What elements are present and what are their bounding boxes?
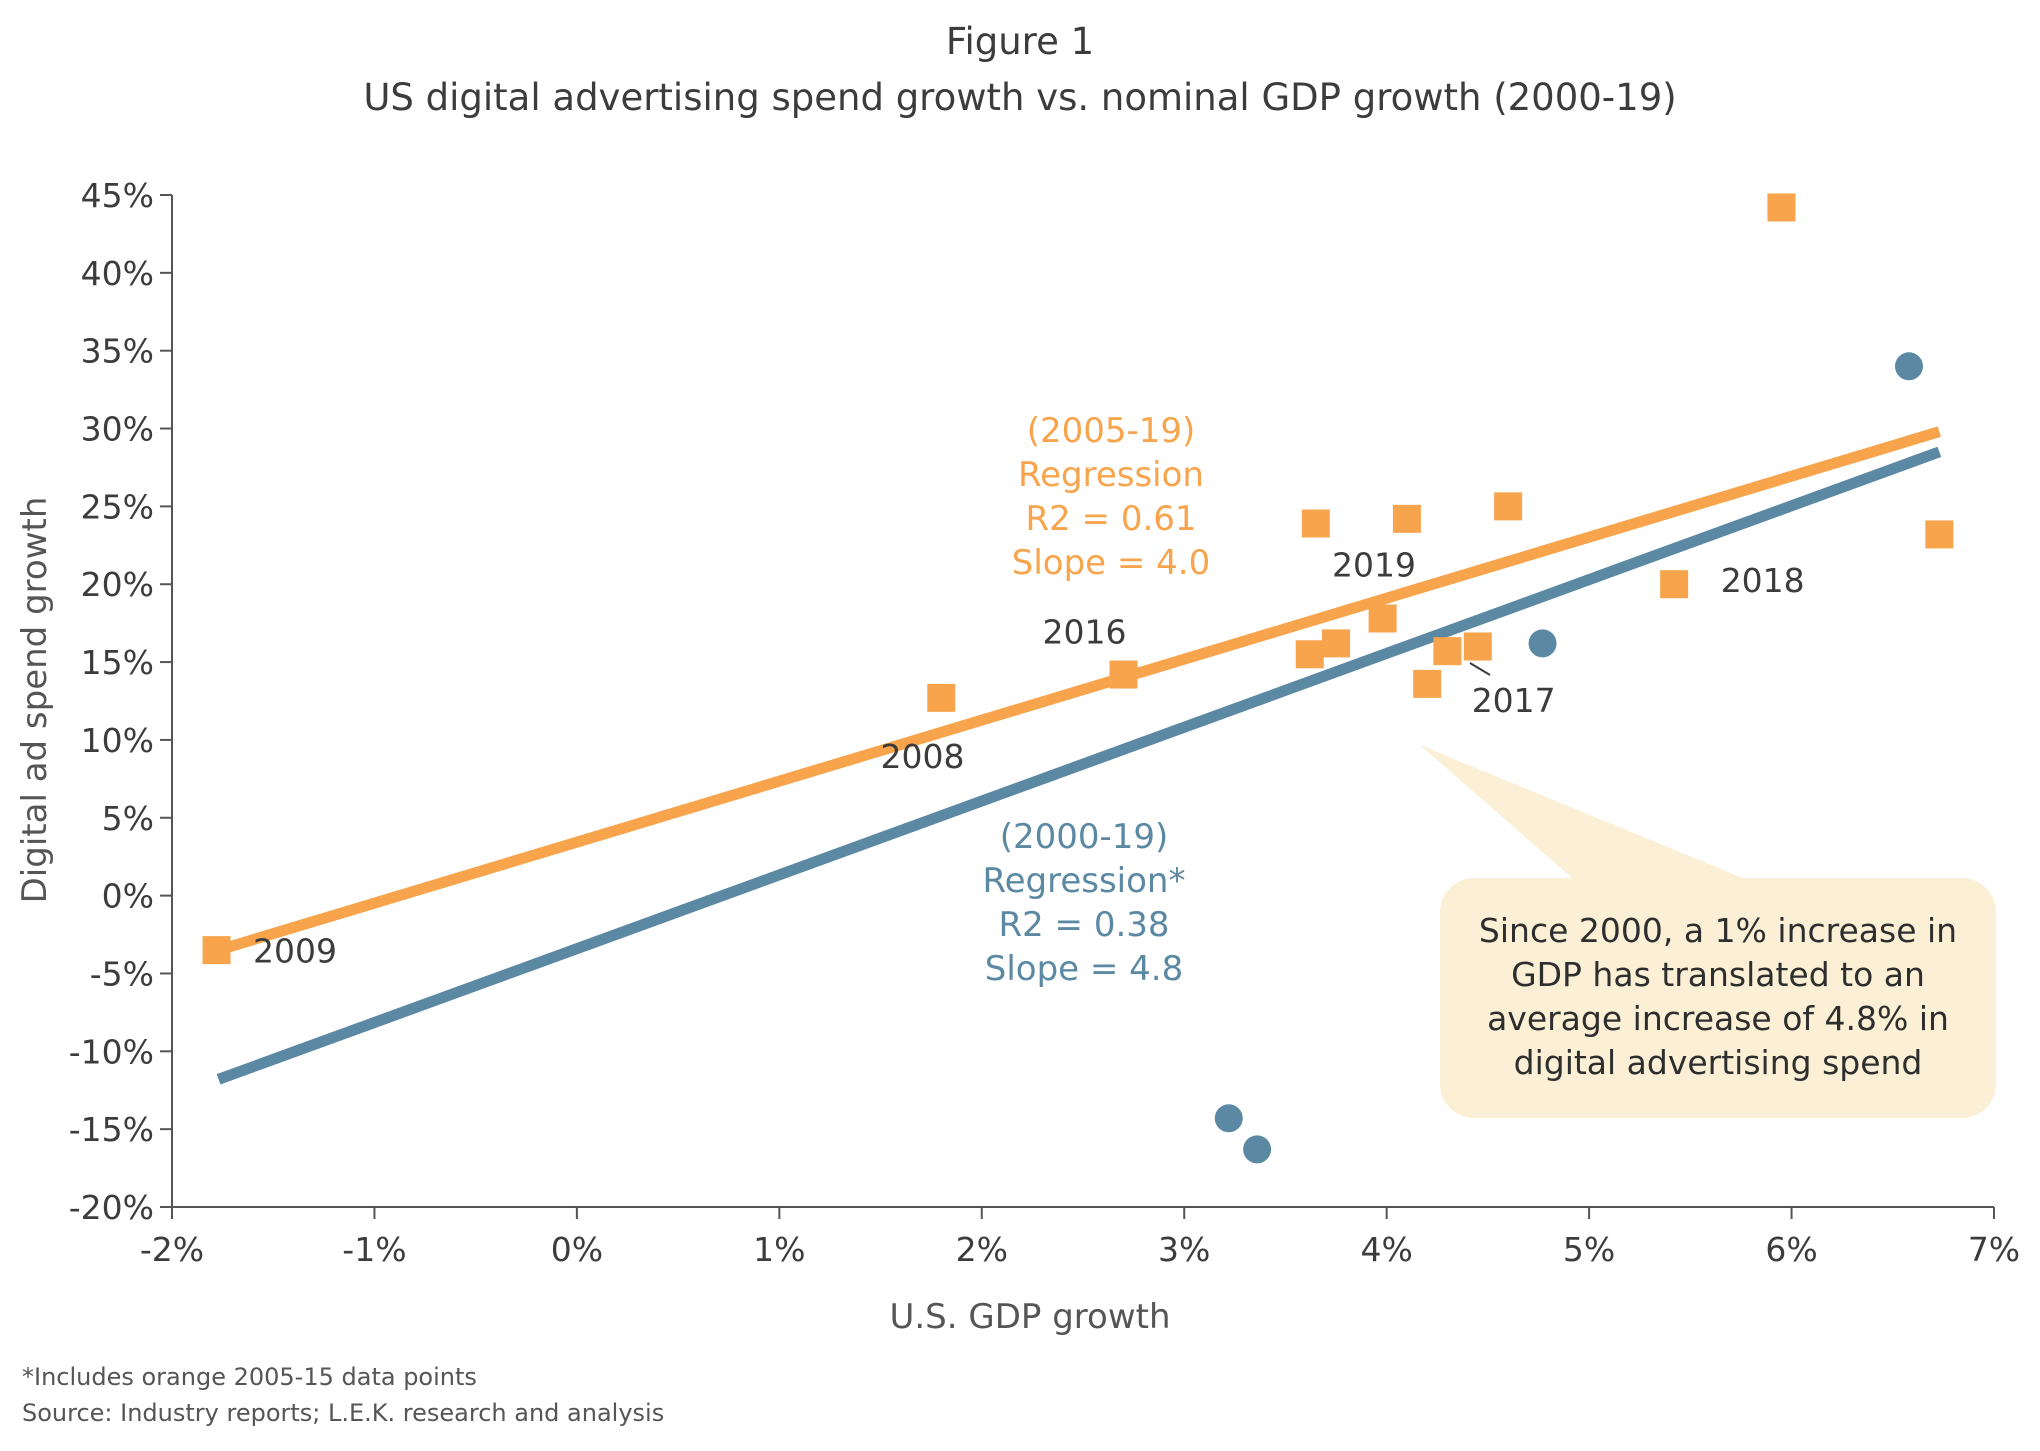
square-data-point	[1109, 660, 1138, 689]
x-tick-label: 6%	[1765, 1230, 1817, 1269]
axes: -20% -15% -10% -5% 0% 5% 10% 15% 20% 25% 30% 35% 40%…	[69, 176, 2020, 1269]
square-data-point	[1767, 193, 1796, 222]
x-tick-label: 7%	[1968, 1230, 2020, 1269]
leader-line-2017	[1469, 662, 1491, 676]
y-tick-label: 30%	[81, 410, 154, 449]
square-data-point	[1433, 637, 1462, 666]
callout-line-2: GDP has translated to an	[1511, 955, 1925, 994]
x-tick-label: 0%	[551, 1230, 603, 1269]
blue-regression-line	[216, 446, 1942, 1085]
footnote-1: *Includes orange 2005-15 data points	[22, 1363, 477, 1391]
square-data-point	[1463, 632, 1492, 661]
callout-box: Since 2000, a 1% increase in GDP has tra…	[1420, 745, 1996, 1118]
year-label-2009: 2009	[253, 932, 337, 971]
x-tick-label: 5%	[1563, 1230, 1615, 1269]
orange-regression-annotation: (2005-19) Regression R2 = 0.61 Slope = 4…	[1012, 411, 1211, 583]
square-data-point	[927, 683, 956, 712]
y-tick-label: 40%	[81, 254, 154, 293]
callout-background	[1440, 878, 1996, 1118]
y-tick-label: 25%	[81, 487, 154, 526]
y-tick-label: 15%	[81, 643, 154, 682]
blue-regression-line-3: R2 = 0.38	[998, 905, 1169, 945]
x-tick-label: 2%	[956, 1230, 1008, 1269]
y-tick-label: -5%	[90, 954, 154, 993]
callout-pointer	[1420, 745, 1760, 885]
orange-regression-line-1: (2005-19)	[1027, 411, 1196, 451]
square-data-point	[202, 936, 231, 965]
orange-regression-line-4: Slope = 4.0	[1012, 543, 1211, 583]
data-points	[202, 193, 1954, 1164]
square-data-point	[1494, 492, 1523, 521]
year-label-2018: 2018	[1721, 561, 1805, 600]
orange-regression-line-3: R2 = 0.61	[1025, 499, 1196, 539]
callout-line-4: digital advertising spend	[1514, 1043, 1923, 1082]
year-label-2016: 2016	[1043, 612, 1127, 651]
blue-regression-line-2: Regression*	[983, 861, 1186, 901]
square-data-point	[1392, 504, 1421, 533]
x-tick-label: 4%	[1360, 1230, 1412, 1269]
y-axis-label: Digital ad spend growth	[15, 497, 55, 904]
circle-data-point	[1894, 352, 1923, 381]
y-tick-label: -15%	[69, 1110, 154, 1149]
y-tick-label: 45%	[81, 176, 154, 215]
square-data-point	[1368, 604, 1397, 633]
y-tick-label: 5%	[102, 799, 154, 838]
square-data-point	[1301, 509, 1330, 538]
circle-data-point	[1214, 1104, 1243, 1133]
callout-line-3: average increase of 4.8% in	[1487, 999, 1949, 1038]
blue-regression-line-4: Slope = 4.8	[985, 949, 1184, 989]
x-tick-label: 3%	[1158, 1230, 1210, 1269]
chart-title-block: Figure 1 US digital advertising spend gr…	[363, 20, 1676, 119]
callout-line-1: Since 2000, a 1% increase in	[1479, 911, 1957, 950]
orange-regression-line-2: Regression	[1018, 455, 1204, 495]
x-tick-label: -2%	[140, 1230, 204, 1269]
regression-lines	[216, 426, 1942, 1085]
point-labels: 2009 2008 2016 2019 2017 2018	[253, 545, 1805, 970]
x-tick-label: 1%	[753, 1230, 805, 1269]
square-data-point	[1925, 520, 1954, 549]
y-tick-label: 35%	[81, 332, 154, 371]
square-data-point	[1295, 640, 1324, 669]
y-tick-label: 10%	[81, 721, 154, 760]
circle-data-point	[1243, 1135, 1272, 1164]
square-data-point	[1322, 629, 1351, 658]
chart-title: Figure 1	[946, 20, 1094, 63]
blue-regression-annotation: (2000-19) Regression* R2 = 0.38 Slope = …	[983, 817, 1186, 989]
blue-regression-line-1: (2000-19)	[1000, 817, 1169, 857]
y-tick-label: 20%	[81, 565, 154, 604]
x-tick-label: -1%	[342, 1230, 406, 1269]
circle-data-point	[1528, 629, 1557, 658]
year-label-2017: 2017	[1472, 681, 1556, 720]
x-axis-label: U.S. GDP growth	[889, 1297, 1170, 1337]
footnote-2: Source: Industry reports; L.E.K. researc…	[22, 1399, 664, 1427]
y-tick-label: -20%	[69, 1188, 154, 1227]
square-data-point	[1660, 570, 1689, 599]
year-label-2008: 2008	[881, 737, 965, 776]
orange-regression-line	[216, 426, 1941, 956]
year-label-2019: 2019	[1332, 545, 1416, 584]
y-tick-label: 0%	[102, 877, 154, 916]
chart-subtitle: US digital advertising spend growth vs. …	[363, 76, 1676, 119]
y-tick-label: -10%	[69, 1032, 154, 1071]
square-data-point	[1413, 669, 1442, 698]
